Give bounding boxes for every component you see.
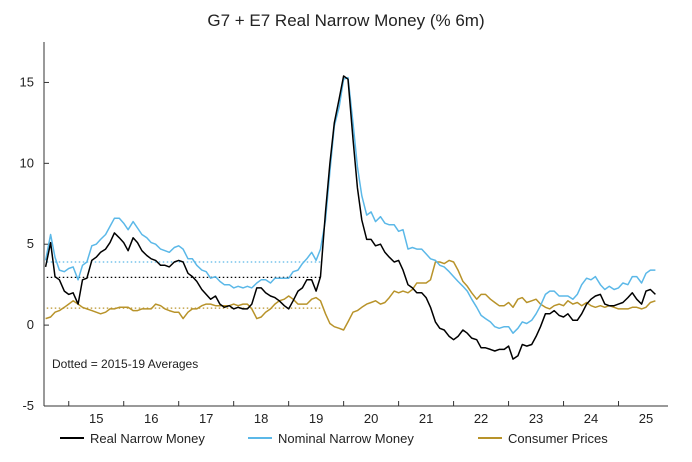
- x-tick-label: 23: [529, 411, 543, 426]
- y-axis: 15 10 5 0 -5: [20, 74, 49, 413]
- legend: Real Narrow Money Nominal Narrow Money Con…: [60, 431, 608, 446]
- plot-frame: [43, 42, 668, 407]
- x-tick-label: 22: [474, 411, 488, 426]
- y-tick-label: 0: [27, 317, 34, 332]
- x-tick-label: 25: [639, 411, 653, 426]
- series-line: [44, 75, 656, 360]
- legend-label: Consumer Prices: [508, 431, 608, 446]
- x-tick-label: 24: [584, 411, 598, 426]
- x-tick-label: 20: [364, 411, 378, 426]
- legend-label: Nominal Narrow Money: [278, 431, 414, 446]
- average-lines: [46, 261, 322, 309]
- x-tick-label: 18: [254, 411, 268, 426]
- x-tick-label: 19: [309, 411, 323, 426]
- y-tick-label: 15: [20, 74, 34, 89]
- x-tick-label: 16: [144, 411, 158, 426]
- series-line: [45, 259, 656, 331]
- chart-title: G7 + E7 Real Narrow Money (% 6m): [207, 11, 484, 30]
- y-tick-label: 10: [20, 155, 34, 170]
- y-tick-label: -5: [22, 398, 34, 413]
- x-axis: 15 16 17 18 19 20 21 22 23 24 25: [68, 401, 653, 426]
- legend-label: Real Narrow Money: [90, 431, 205, 446]
- series-lines: [44, 75, 656, 360]
- x-tick-label: 17: [199, 411, 213, 426]
- x-tick-label: 15: [89, 411, 103, 426]
- x-tick-label: 21: [419, 411, 433, 426]
- y-tick-label: 5: [27, 236, 34, 251]
- averages-note: Dotted = 2015-19 Averages: [52, 357, 198, 371]
